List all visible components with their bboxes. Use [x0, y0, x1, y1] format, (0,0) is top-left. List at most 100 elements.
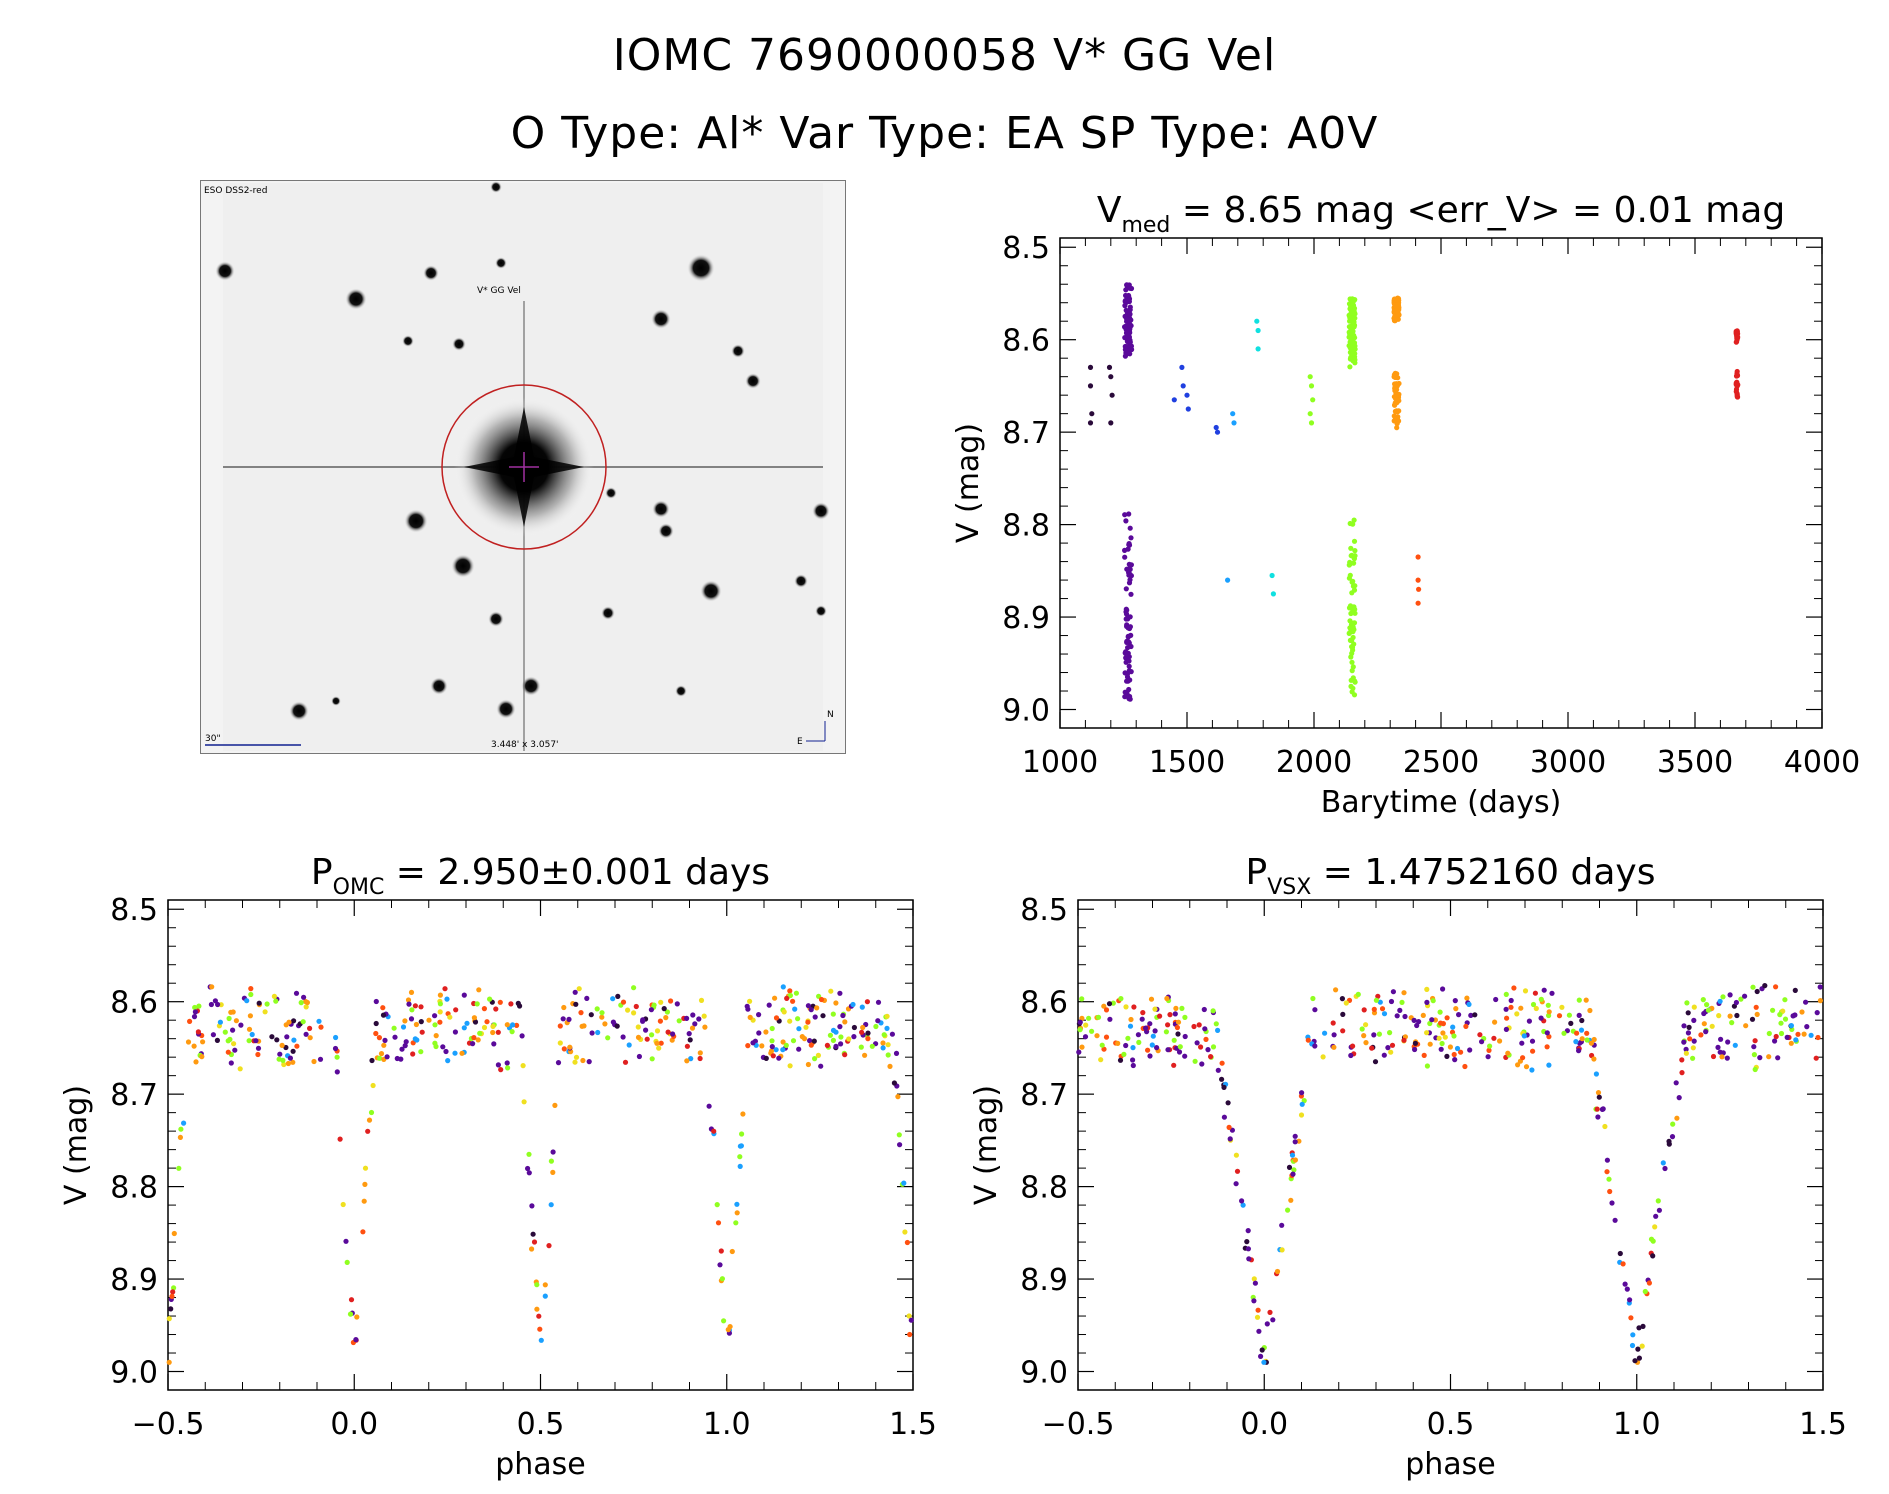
- phase_omc-point: [290, 1059, 296, 1065]
- phase_omc-point: [719, 1276, 726, 1282]
- phase_omc-point: [185, 1039, 192, 1045]
- phase_vsx-point: [1674, 1115, 1680, 1121]
- lightcurve-point: [1255, 327, 1261, 334]
- phase_vsx-point: [1171, 1062, 1177, 1068]
- phase_vsx-point: [1544, 1044, 1550, 1050]
- phase_vsx-point: [1676, 1095, 1682, 1101]
- phase_omc-point: [595, 1029, 601, 1036]
- phase_omc-xtick-label: 1.5: [889, 1407, 937, 1442]
- phase_vsx-point: [1751, 1052, 1757, 1058]
- phase_omc-point: [244, 998, 250, 1004]
- phase_omc-point: [303, 1004, 309, 1010]
- phase_vsx-point: [1355, 991, 1361, 998]
- phase_vsx-point: [1491, 1035, 1497, 1041]
- phase_omc-point: [542, 1282, 548, 1288]
- phase_omc-point: [461, 992, 467, 998]
- phase_vsx-point: [1079, 1015, 1085, 1021]
- phase_omc-point: [199, 1054, 205, 1060]
- phase_omc-point: [796, 1026, 802, 1032]
- phase_vsx-point: [1172, 1011, 1178, 1017]
- phase_omc-point: [640, 1017, 646, 1023]
- lightcurve-points: [1087, 282, 1741, 702]
- lightcurve-point: [1126, 658, 1132, 664]
- lightcurve-point: [1123, 586, 1129, 592]
- phase_vsx-point: [1210, 1008, 1216, 1014]
- phase_vsx-point: [1685, 1010, 1691, 1016]
- lightcurve-point: [1348, 328, 1354, 334]
- phase_omc-point: [692, 1021, 698, 1027]
- lightcurve-point: [1349, 689, 1355, 695]
- phase_omc-point: [803, 1024, 809, 1030]
- phase_omc-point: [537, 1326, 543, 1332]
- phase_vsx-point: [1587, 1007, 1593, 1014]
- phase_omc-point: [437, 1009, 443, 1015]
- phase_omc-point: [780, 984, 786, 990]
- phase_vsx-point: [1656, 1207, 1662, 1213]
- phase_vsx-point: [1778, 1020, 1784, 1026]
- phase_vsx-point: [1595, 1114, 1601, 1120]
- phase_omc-point: [766, 1002, 772, 1008]
- lightcurve-point: [1347, 339, 1353, 345]
- phase_vsx-point: [1778, 1030, 1785, 1037]
- phase_vsx-point: [1244, 1239, 1250, 1245]
- phase_vsx-point: [1790, 1013, 1796, 1019]
- phase_omc-point: [684, 1043, 691, 1049]
- phase_omc-point: [231, 1041, 237, 1047]
- phase_vsx-point: [1136, 1039, 1142, 1045]
- lightcurve-point: [1395, 316, 1401, 322]
- lightcurve-point: [1184, 392, 1190, 398]
- phase_vsx-point: [1662, 1165, 1668, 1172]
- phase_vsx-point: [1743, 1023, 1749, 1029]
- phase_vsx-point: [1164, 995, 1170, 1002]
- phase_omc-point: [787, 1018, 793, 1024]
- phase_omc-point: [470, 1041, 476, 1047]
- phase_vsx-point: [1467, 1047, 1473, 1053]
- lightcurve-point: [1310, 397, 1316, 403]
- phase_vsx-point: [1388, 998, 1395, 1005]
- phase_omc-point: [476, 987, 482, 993]
- phase_vsx-point: [1780, 1008, 1786, 1014]
- phase_omc-point: [256, 1000, 262, 1006]
- lightcurve-point: [1270, 591, 1276, 597]
- phase_vsx-point: [1175, 1031, 1181, 1037]
- phase_vsx-point: [1642, 1288, 1648, 1295]
- phase_vsx-point: [1261, 1359, 1267, 1365]
- phase_omc-point: [763, 1029, 769, 1035]
- phase_omc-point: [599, 1014, 605, 1020]
- phase_omc-point: [505, 1065, 511, 1071]
- phase_omc-point: [333, 1034, 339, 1041]
- phase_omc-point: [291, 1018, 297, 1024]
- phase_vsx-point: [1595, 1090, 1602, 1096]
- phase_omc-point: [504, 1060, 510, 1066]
- phase_omc-xtick-label: 1.0: [703, 1407, 751, 1442]
- phase_omc-point: [348, 1297, 355, 1303]
- phase_vsx-point: [1596, 1094, 1602, 1100]
- phase_omc-point: [859, 1029, 865, 1035]
- phase_omc-point: [796, 1046, 802, 1052]
- phase_omc-point: [481, 1024, 488, 1031]
- phase_vsx-point: [1681, 1023, 1687, 1029]
- lightcurve-point: [1171, 397, 1177, 403]
- lightcurve-xtick-label: 3500: [1657, 745, 1733, 780]
- phase_omc-point: [902, 1229, 908, 1235]
- phase_vsx-point: [1375, 993, 1381, 999]
- phase_omc-point: [698, 997, 705, 1004]
- phase_vsx-point: [1545, 1002, 1551, 1008]
- phase_omc-point: [586, 1059, 592, 1065]
- phase_vsx-ytick-label: 8.9: [1020, 1263, 1068, 1298]
- lightcurve-point: [1349, 579, 1355, 585]
- lightcurve-xtick-label: 3000: [1530, 745, 1606, 780]
- phase_omc-point: [361, 1198, 367, 1204]
- phase_vsx-point: [1148, 996, 1155, 1002]
- phase_omc-point: [622, 1059, 629, 1065]
- phase_vsx-point: [1427, 1041, 1433, 1047]
- phase_vsx-point: [1813, 1055, 1819, 1061]
- phase_omc-point: [756, 1030, 762, 1036]
- phase_vsx-point: [1099, 1042, 1105, 1048]
- phase_vsx-point: [1716, 1013, 1722, 1019]
- phase_omc-point: [656, 1045, 662, 1051]
- phase_vsx-point: [1750, 984, 1756, 990]
- lightcurve-point: [1349, 356, 1355, 362]
- phase_vsx-point: [1149, 1042, 1155, 1048]
- phase_omc-point: [373, 998, 379, 1005]
